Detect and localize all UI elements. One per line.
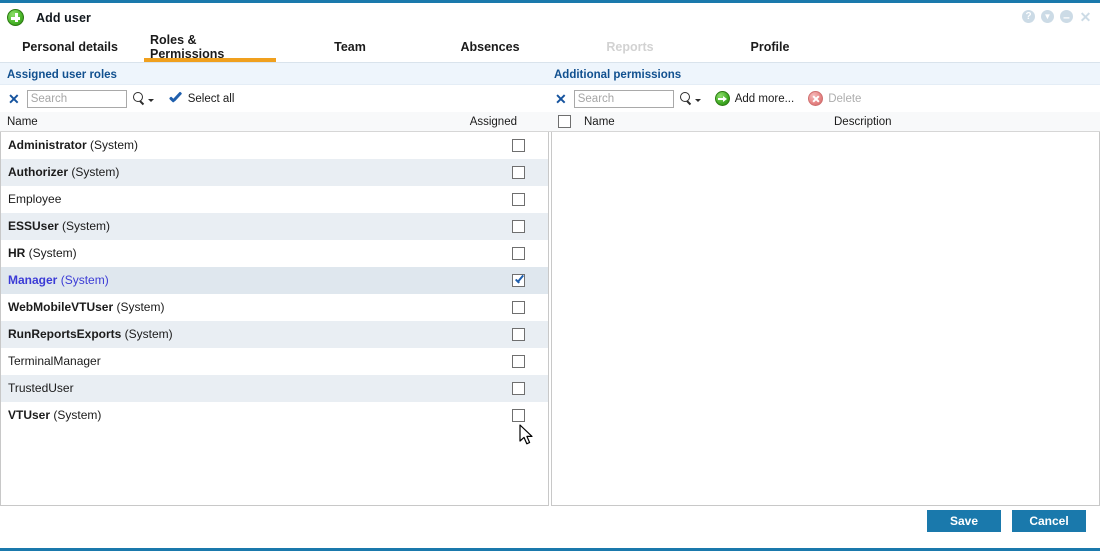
window-controls: ? ▼ – ✕ <box>1022 8 1092 25</box>
section-left: Assigned user roles <box>0 67 550 81</box>
role-name: VTUser (System) <box>8 408 102 422</box>
clear-search-icon-permissions[interactable]: ✕ <box>555 90 567 107</box>
column-header-description: Description <box>834 115 892 128</box>
role-name: Authorizer (System) <box>8 165 120 179</box>
delete-label: Delete <box>828 92 862 105</box>
table-row[interactable]: TerminalManager <box>1 348 548 375</box>
section-right: Additional permissions <box>550 67 1100 81</box>
cancel-button[interactable]: Cancel <box>1012 509 1086 532</box>
right-toolbar: ✕ Add more... Delete <box>550 85 1100 112</box>
role-name: WebMobileVTUser (System) <box>8 300 165 314</box>
assigned-checkbox[interactable] <box>512 300 525 314</box>
left-toolbar: ✕ Select all <box>0 85 550 112</box>
section-header-band: Assigned user roles Additional permissio… <box>0 63 1100 85</box>
tab-profile[interactable]: Profile <box>750 40 790 54</box>
chevron-down-icon <box>147 98 154 102</box>
assigned-user-roles-title: Assigned user roles <box>7 68 117 81</box>
table-row[interactable]: RunReportsExports (System) <box>1 321 548 348</box>
delete-button: Delete <box>808 91 861 106</box>
assigned-roles-panel: Administrator (System) Authorizer (System… <box>0 132 550 506</box>
role-name: Administrator (System) <box>8 138 139 152</box>
table-row[interactable]: HR (System) <box>1 240 548 267</box>
tab-absences[interactable]: Absences <box>460 40 520 54</box>
assigned-checkbox[interactable] <box>512 246 525 260</box>
window-title: Add user <box>36 10 91 25</box>
dialog-footer: Save Cancel <box>0 500 1100 541</box>
assigned-checkbox[interactable] <box>512 138 525 152</box>
chevron-down-icon <box>694 98 701 102</box>
clear-search-icon[interactable]: ✕ <box>8 90 20 107</box>
table-row[interactable]: Manager (System) <box>1 267 548 294</box>
save-button[interactable]: Save <box>927 509 1001 532</box>
roles-search-input[interactable] <box>26 89 127 108</box>
permissions-search-input[interactable] <box>573 89 674 108</box>
close-icon[interactable]: ✕ <box>1079 8 1092 25</box>
role-name: Employee <box>8 192 62 206</box>
role-name: Manager (System) <box>8 273 109 287</box>
assigned-checkbox[interactable] <box>512 408 525 422</box>
tab-bar: Personal details Roles & Permissions Tea… <box>0 32 1100 63</box>
search-options-dropdown[interactable] <box>132 92 154 105</box>
column-header-permission-name: Name <box>584 115 615 128</box>
assigned-checkbox[interactable] <box>512 327 525 341</box>
roles-grid[interactable]: Administrator (System) Authorizer (System… <box>0 132 549 506</box>
green-arrow-icon <box>714 91 730 106</box>
search-options-dropdown-permissions[interactable] <box>679 92 701 105</box>
select-all-label: Select all <box>187 92 235 105</box>
column-headers: Name Assigned Name Description <box>0 112 1100 132</box>
assigned-checkbox[interactable] <box>512 381 525 395</box>
delete-x-icon <box>808 91 824 106</box>
add-more-label: Add more... <box>734 92 795 105</box>
panels: Administrator (System) Authorizer (System… <box>0 132 1100 506</box>
right-column-headers: Name Description <box>550 112 1100 132</box>
select-all-button[interactable]: Select all <box>168 92 235 105</box>
additional-permissions-panel <box>550 132 1100 506</box>
assigned-checkbox[interactable] <box>512 273 525 287</box>
add-more-button[interactable]: Add more... <box>714 91 795 106</box>
column-header-name: Name <box>7 115 38 128</box>
title-bar: Add user ? ▼ – ✕ <box>0 3 1100 32</box>
tab-roles-permissions[interactable]: Roles & Permissions <box>140 32 280 62</box>
table-row[interactable]: Authorizer (System) <box>1 159 548 186</box>
pin-down-icon[interactable]: ▼ <box>1041 10 1054 23</box>
select-all-permissions-checkbox[interactable] <box>558 115 571 128</box>
assigned-checkbox[interactable] <box>512 354 525 368</box>
column-header-assigned: Assigned <box>469 115 517 128</box>
table-row[interactable]: VTUser (System) <box>1 402 548 429</box>
role-name: TrustedUser <box>8 381 74 395</box>
role-name: TerminalManager <box>8 354 101 368</box>
tab-team[interactable]: Team <box>334 40 366 54</box>
assigned-checkbox[interactable] <box>512 192 525 206</box>
assigned-checkbox[interactable] <box>512 165 525 179</box>
magnifier-icon <box>132 92 146 105</box>
tab-personal-details[interactable]: Personal details <box>22 40 118 54</box>
minimize-icon[interactable]: – <box>1060 10 1073 23</box>
additional-permissions-title: Additional permissions <box>554 68 682 81</box>
left-column-headers: Name Assigned <box>0 112 550 132</box>
assigned-checkbox[interactable] <box>512 219 525 233</box>
table-row[interactable]: WebMobileVTUser (System) <box>1 294 548 321</box>
role-name: RunReportsExports (System) <box>8 327 173 341</box>
table-row[interactable]: TrustedUser <box>1 375 548 402</box>
role-name: ESSUser (System) <box>8 219 111 233</box>
table-row[interactable]: Employee <box>1 186 548 213</box>
magnifier-icon <box>679 92 693 105</box>
add-user-plus-icon <box>7 9 24 26</box>
checkmark-icon <box>168 92 183 105</box>
toolbars: ✕ Select all ✕ Add more... <box>0 85 1100 112</box>
table-row[interactable]: ESSUser (System) <box>1 213 548 240</box>
table-row[interactable]: Administrator (System) <box>1 132 548 159</box>
role-name: HR (System) <box>8 246 77 260</box>
help-icon[interactable]: ? <box>1022 10 1035 23</box>
tab-reports: Reports <box>606 40 654 54</box>
permissions-grid[interactable] <box>551 132 1100 506</box>
